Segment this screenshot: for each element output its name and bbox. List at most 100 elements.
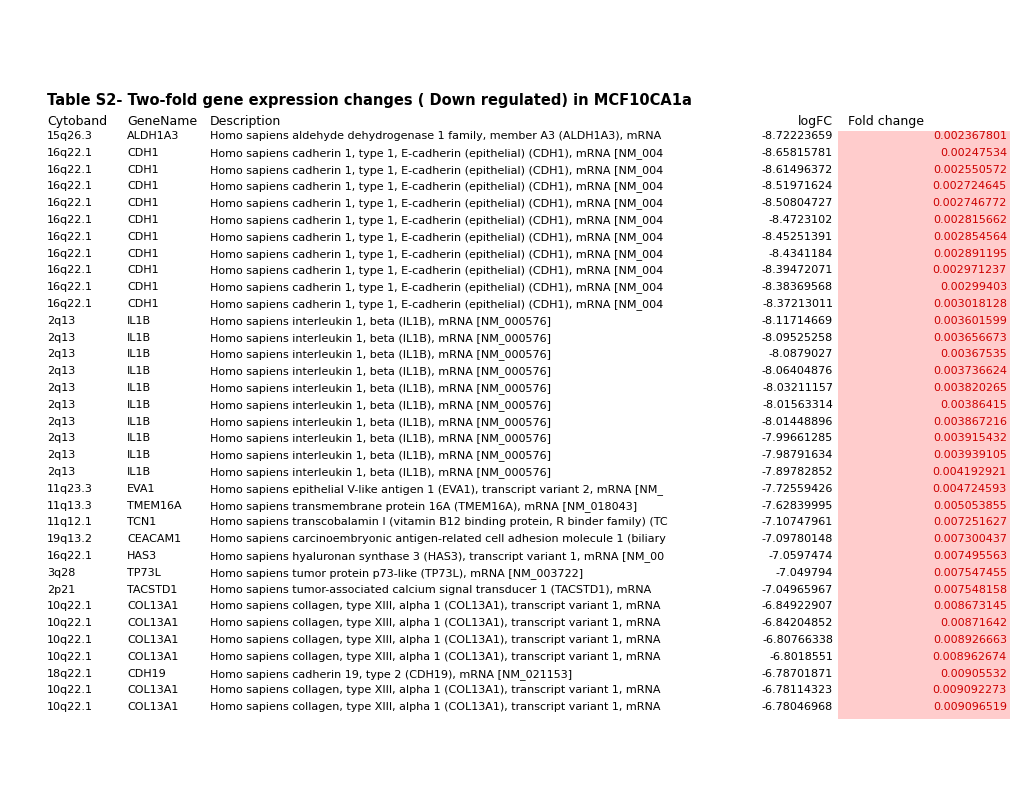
Text: IL1B: IL1B (127, 333, 151, 343)
Text: 16q22.1: 16q22.1 (47, 232, 93, 242)
Text: Homo sapiens collagen, type XIII, alpha 1 (COL13A1), transcript variant 1, mRNA: Homo sapiens collagen, type XIII, alpha … (210, 652, 660, 662)
Text: CDH1: CDH1 (127, 165, 159, 175)
Bar (838, 333, 1009, 349)
Text: 3q28: 3q28 (47, 568, 75, 578)
Text: 16q22.1: 16q22.1 (47, 266, 93, 275)
Text: Homo sapiens cadherin 1, type 1, E-cadherin (epithelial) (CDH1), mRNA [NM_004: Homo sapiens cadherin 1, type 1, E-cadhe… (210, 282, 662, 293)
Text: 19q13.2: 19q13.2 (47, 534, 93, 545)
Text: 0.007495563: 0.007495563 (932, 551, 1006, 561)
Text: CDH1: CDH1 (127, 148, 159, 158)
Text: 18q22.1: 18q22.1 (47, 668, 93, 678)
Text: CDH1: CDH1 (127, 199, 159, 208)
Bar (838, 181, 1009, 199)
Text: Homo sapiens interleukin 1, beta (IL1B), mRNA [NM_000576]: Homo sapiens interleukin 1, beta (IL1B),… (210, 366, 550, 377)
Text: 10q22.1: 10q22.1 (47, 601, 93, 611)
Text: 16q22.1: 16q22.1 (47, 299, 93, 309)
Bar (838, 417, 1009, 433)
Text: -8.65815781: -8.65815781 (761, 148, 833, 158)
Bar (838, 484, 1009, 500)
Text: CDH1: CDH1 (127, 215, 159, 225)
Text: 16q22.1: 16q22.1 (47, 181, 93, 191)
Text: -8.39472071: -8.39472071 (761, 266, 833, 275)
Text: Cytoband: Cytoband (47, 115, 107, 128)
Text: COL13A1: COL13A1 (127, 619, 178, 628)
Text: CDH1: CDH1 (127, 181, 159, 191)
Text: 0.003736624: 0.003736624 (932, 366, 1006, 376)
Bar (838, 450, 1009, 467)
Text: 16q22.1: 16q22.1 (47, 551, 93, 561)
Text: Homo sapiens interleukin 1, beta (IL1B), mRNA [NM_000576]: Homo sapiens interleukin 1, beta (IL1B),… (210, 417, 550, 428)
Text: HAS3: HAS3 (127, 551, 157, 561)
Text: -7.62839995: -7.62839995 (761, 500, 833, 511)
Text: IL1B: IL1B (127, 433, 151, 444)
Text: 2q13: 2q13 (47, 450, 75, 460)
Text: -8.01448896: -8.01448896 (761, 417, 833, 426)
Text: 0.009092273: 0.009092273 (931, 686, 1006, 695)
Text: 0.002724645: 0.002724645 (931, 181, 1006, 191)
Bar (838, 518, 1009, 534)
Text: Homo sapiens interleukin 1, beta (IL1B), mRNA [NM_000576]: Homo sapiens interleukin 1, beta (IL1B),… (210, 467, 550, 478)
Text: COL13A1: COL13A1 (127, 686, 178, 695)
Text: 2q13: 2q13 (47, 316, 75, 325)
Text: 10q22.1: 10q22.1 (47, 652, 93, 662)
Text: 0.002854564: 0.002854564 (932, 232, 1006, 242)
Text: 0.002891195: 0.002891195 (932, 248, 1006, 258)
Text: IL1B: IL1B (127, 316, 151, 325)
Text: CDH1: CDH1 (127, 266, 159, 275)
Text: ALDH1A3: ALDH1A3 (127, 131, 179, 141)
Bar (838, 601, 1009, 619)
Text: Homo sapiens cadherin 1, type 1, E-cadherin (epithelial) (CDH1), mRNA [NM_004: Homo sapiens cadherin 1, type 1, E-cadhe… (210, 199, 662, 209)
Text: Homo sapiens hyaluronan synthase 3 (HAS3), transcript variant 1, mRNA [NM_00: Homo sapiens hyaluronan synthase 3 (HAS3… (210, 551, 663, 562)
Text: 16q22.1: 16q22.1 (47, 165, 93, 175)
Text: 15q26.3: 15q26.3 (47, 131, 93, 141)
Text: 2p21: 2p21 (47, 585, 75, 595)
Text: -8.45251391: -8.45251391 (761, 232, 833, 242)
Bar (838, 282, 1009, 299)
Text: 0.007300437: 0.007300437 (932, 534, 1006, 545)
Text: logFC: logFC (797, 115, 833, 128)
Text: -8.01563314: -8.01563314 (761, 400, 833, 410)
Text: GeneName: GeneName (127, 115, 197, 128)
Text: 0.009096519: 0.009096519 (932, 702, 1006, 712)
Text: -7.0597474: -7.0597474 (768, 551, 833, 561)
Text: 0.007251627: 0.007251627 (932, 518, 1006, 527)
Text: -8.4723102: -8.4723102 (768, 215, 833, 225)
Bar (838, 349, 1009, 366)
Text: 2q13: 2q13 (47, 383, 75, 393)
Text: 2q13: 2q13 (47, 333, 75, 343)
Bar (838, 433, 1009, 450)
Text: Homo sapiens interleukin 1, beta (IL1B), mRNA [NM_000576]: Homo sapiens interleukin 1, beta (IL1B),… (210, 333, 550, 344)
Bar (838, 467, 1009, 484)
Text: 0.00299403: 0.00299403 (938, 282, 1006, 292)
Text: CDH1: CDH1 (127, 282, 159, 292)
Bar (838, 215, 1009, 232)
Text: COL13A1: COL13A1 (127, 635, 178, 645)
Text: Homo sapiens collagen, type XIII, alpha 1 (COL13A1), transcript variant 1, mRNA: Homo sapiens collagen, type XIII, alpha … (210, 635, 660, 645)
Text: IL1B: IL1B (127, 366, 151, 376)
Text: CEACAM1: CEACAM1 (127, 534, 181, 545)
Text: Homo sapiens transcobalamin I (vitamin B12 binding protein, R binder family) (TC: Homo sapiens transcobalamin I (vitamin B… (210, 518, 667, 527)
Bar (838, 248, 1009, 266)
Bar (838, 568, 1009, 585)
Text: Homo sapiens cadherin 1, type 1, E-cadherin (epithelial) (CDH1), mRNA [NM_004: Homo sapiens cadherin 1, type 1, E-cadhe… (210, 165, 662, 176)
Bar (838, 299, 1009, 316)
Bar (838, 686, 1009, 702)
Text: -6.78046968: -6.78046968 (761, 702, 833, 712)
Text: Homo sapiens cadherin 1, type 1, E-cadherin (epithelial) (CDH1), mRNA [NM_004: Homo sapiens cadherin 1, type 1, E-cadhe… (210, 232, 662, 243)
Text: Fold change: Fold change (847, 115, 923, 128)
Text: 2q13: 2q13 (47, 366, 75, 376)
Text: Homo sapiens tumor protein p73-like (TP73L), mRNA [NM_003722]: Homo sapiens tumor protein p73-like (TP7… (210, 568, 583, 578)
Text: -6.78701871: -6.78701871 (761, 668, 833, 678)
Text: 0.003915432: 0.003915432 (932, 433, 1006, 444)
Text: 16q22.1: 16q22.1 (47, 248, 93, 258)
Text: -7.99661285: -7.99661285 (761, 433, 833, 444)
Text: 0.002971237: 0.002971237 (931, 266, 1006, 275)
Bar (838, 635, 1009, 652)
Bar (838, 585, 1009, 601)
Text: 0.007548158: 0.007548158 (932, 585, 1006, 595)
Bar (838, 131, 1009, 148)
Bar (838, 619, 1009, 635)
Text: Homo sapiens tumor-associated calcium signal transducer 1 (TACSTD1), mRNA: Homo sapiens tumor-associated calcium si… (210, 585, 650, 595)
Text: -7.04965967: -7.04965967 (761, 585, 833, 595)
Text: -8.4341184: -8.4341184 (768, 248, 833, 258)
